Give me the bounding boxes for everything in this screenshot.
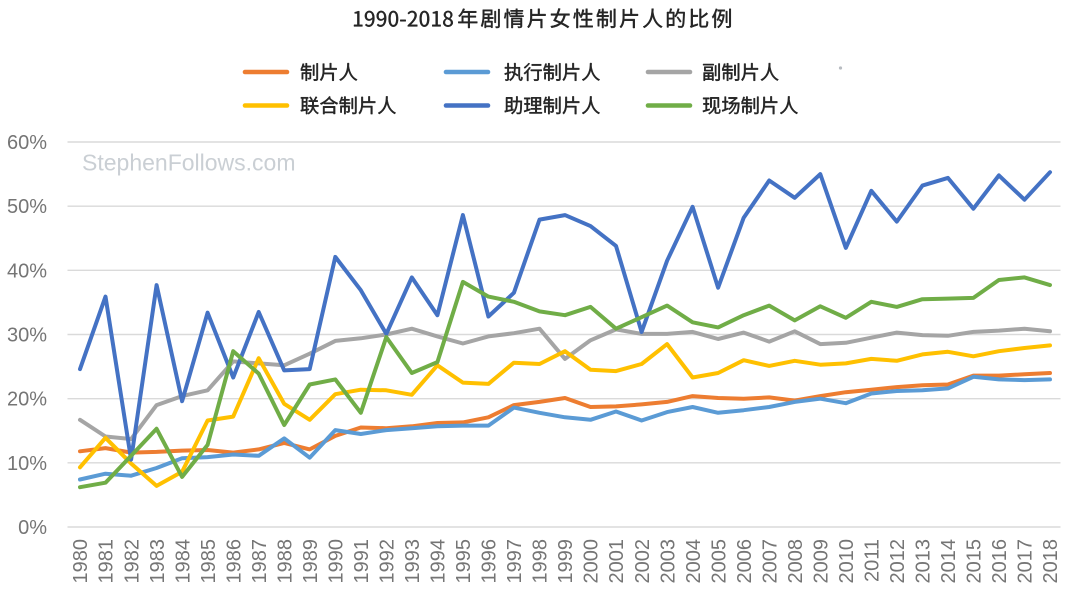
svg-text:1985: 1985 <box>198 539 220 584</box>
svg-text:2003: 2003 <box>657 539 679 584</box>
svg-text:1987: 1987 <box>249 539 271 584</box>
svg-text:2009: 2009 <box>811 539 833 584</box>
svg-text:1980: 1980 <box>70 539 92 584</box>
svg-text:1990: 1990 <box>326 539 348 584</box>
svg-text:0%: 0% <box>18 517 47 539</box>
svg-text:2013: 2013 <box>913 539 935 584</box>
svg-text:1992: 1992 <box>377 539 399 584</box>
svg-text:2016: 2016 <box>989 539 1011 584</box>
svg-text:20%: 20% <box>7 389 47 411</box>
svg-text:2000: 2000 <box>581 539 603 584</box>
svg-text:60%: 60% <box>7 132 47 154</box>
svg-text:1984: 1984 <box>172 539 194 584</box>
svg-text:2015: 2015 <box>964 539 986 584</box>
svg-text:1994: 1994 <box>428 539 450 584</box>
svg-text:1996: 1996 <box>479 539 501 584</box>
svg-text:2004: 2004 <box>683 539 705 584</box>
svg-text:1986: 1986 <box>223 539 245 584</box>
svg-text:2018: 2018 <box>1040 539 1062 584</box>
svg-text:1998: 1998 <box>530 539 552 584</box>
svg-text:1981: 1981 <box>96 539 118 584</box>
svg-text:StephenFollows.com: StephenFollows.com <box>82 150 296 176</box>
svg-text:1991: 1991 <box>351 539 373 584</box>
svg-text:2014: 2014 <box>938 539 960 584</box>
svg-text:2012: 2012 <box>887 539 909 584</box>
svg-text:2011: 2011 <box>862 539 884 582</box>
svg-text:2005: 2005 <box>708 539 730 584</box>
svg-text:2001: 2001 <box>606 539 628 584</box>
svg-text:2006: 2006 <box>734 539 756 584</box>
svg-text:2002: 2002 <box>632 539 654 584</box>
svg-text:2017: 2017 <box>1015 539 1037 584</box>
svg-text:40%: 40% <box>7 260 47 282</box>
svg-text:50%: 50% <box>7 196 47 218</box>
svg-text:10%: 10% <box>7 453 47 475</box>
svg-text:1999: 1999 <box>555 539 577 584</box>
svg-text:30%: 30% <box>7 325 47 347</box>
svg-text:1997: 1997 <box>504 539 526 584</box>
svg-text:2007: 2007 <box>759 539 781 584</box>
svg-text:1982: 1982 <box>121 539 143 584</box>
svg-text:1983: 1983 <box>147 539 169 584</box>
svg-text:1988: 1988 <box>274 539 296 584</box>
svg-text:1989: 1989 <box>300 539 322 584</box>
svg-text:1995: 1995 <box>453 539 475 584</box>
svg-text:1993: 1993 <box>402 539 424 584</box>
svg-text:2010: 2010 <box>836 539 858 584</box>
svg-text:2008: 2008 <box>785 539 807 584</box>
